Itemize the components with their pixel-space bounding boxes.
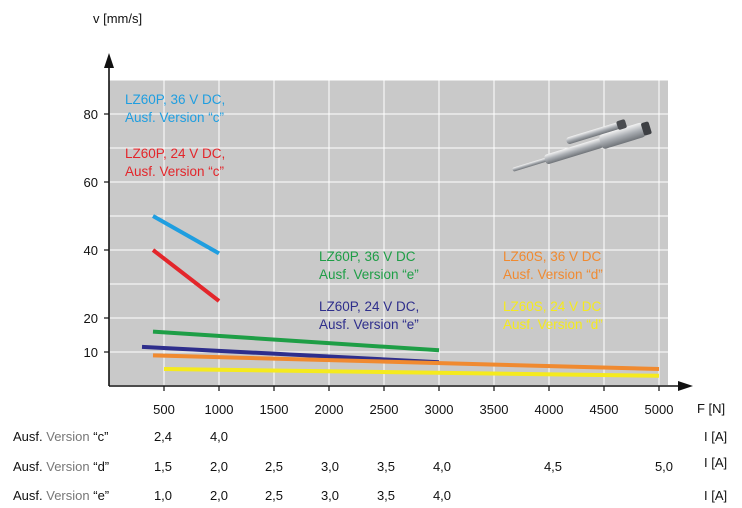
linear-actuator-image	[512, 119, 652, 172]
current-table: Ausf. Version “c” 2,4 4,0 I [A]Ausf. Versio…	[13, 429, 727, 503]
x-axis-arrow	[678, 381, 693, 391]
series-label: Ausf. Version “d”	[503, 317, 603, 332]
series-labels: LZ60P, 36 V DC, Ausf. Version “c” LZ60P, 2…	[125, 92, 603, 332]
current-row-label: Ausf. Version “c”	[13, 429, 108, 444]
x-axis-label: F [N]	[697, 401, 725, 416]
x-tick-label: 4500	[590, 402, 619, 417]
current-value: 3,0	[321, 488, 339, 503]
plot-area	[109, 80, 668, 385]
current-value: 4,0	[210, 429, 228, 444]
series-label: LZ60S, 24 V DC	[503, 299, 602, 314]
current-value: 5,0	[655, 459, 673, 474]
y-axis-label: v [mm/s]	[93, 11, 142, 26]
series-label: LZ60S, 36 V DC	[503, 249, 602, 264]
x-tick-label: 3000	[425, 402, 454, 417]
current-value: 3,5	[377, 488, 395, 503]
y-tick-labels: 10 20 40 60 80	[84, 107, 109, 360]
x-tick-label: 4000	[535, 402, 564, 417]
y-tick-label: 80	[84, 107, 98, 122]
current-unit: I [A]	[704, 455, 727, 470]
current-value: 2,5	[265, 459, 283, 474]
series-label: LZ60P, 24 V DC,	[125, 146, 225, 161]
current-value: 2,0	[210, 488, 228, 503]
x-tick-label: 1000	[205, 402, 234, 417]
current-value: 4,0	[433, 459, 451, 474]
series-label: LZ60P, 36 V DC	[319, 249, 416, 264]
series-lines	[141, 214, 660, 378]
current-value: 4,5	[544, 459, 562, 474]
current-value: 2,4	[154, 429, 172, 444]
current-unit: I [A]	[704, 488, 727, 503]
series-label: Ausf. Version “d”	[503, 267, 603, 282]
series-line	[163, 367, 660, 378]
x-tick-label: 2000	[315, 402, 344, 417]
x-tick-labels: 500 1000 1500 2000 2500 3000 3500 4000 4500 5000	[153, 386, 673, 417]
series-label: LZ60P, 36 V DC,	[125, 92, 225, 107]
current-row-label: Ausf. Version “e”	[13, 488, 109, 503]
y-axis-arrow	[104, 53, 114, 68]
series-line	[141, 344, 440, 365]
current-table-row: Ausf. Version “c” 2,4 4,0 I [A]	[13, 429, 727, 444]
x-tick-label: 2500	[370, 402, 399, 417]
y-tick-label: 60	[84, 175, 98, 190]
series-line	[151, 248, 221, 303]
series-label: Ausf. Version “e”	[319, 317, 419, 332]
current-value: 1,5	[154, 459, 172, 474]
series-label: Ausf. Version “c”	[125, 164, 224, 179]
y-tick-label: 20	[84, 311, 98, 326]
x-tick-label: 1500	[260, 402, 289, 417]
current-unit: I [A]	[704, 429, 727, 444]
y-tick-label: 40	[84, 243, 98, 258]
x-tick-label: 3500	[480, 402, 509, 417]
series-line	[152, 214, 220, 256]
current-value: 1,0	[154, 488, 172, 503]
series-line	[152, 353, 660, 371]
series-label: Ausf. Version “c”	[125, 110, 224, 125]
series-label: LZ60P, 24 V DC,	[319, 299, 419, 314]
current-value: 2,5	[265, 488, 283, 503]
current-value: 3,5	[377, 459, 395, 474]
x-tick-label: 500	[153, 402, 175, 417]
current-table-row: Ausf. Version “d” 1,5 2,0 2,5 3,0 3,5 4,0 4,5 5,…	[13, 455, 727, 474]
series-line	[152, 329, 440, 353]
series-label: Ausf. Version “e”	[319, 267, 419, 282]
current-table-row: Ausf. Version “e” 1,0 2,0 2,5 3,0 3,5 4,0 I [A]	[13, 488, 727, 503]
current-value: 4,0	[433, 488, 451, 503]
current-row-label: Ausf. Version “d”	[13, 459, 109, 474]
current-value: 3,0	[321, 459, 339, 474]
current-value: 2,0	[210, 459, 228, 474]
x-tick-label: 5000	[645, 402, 674, 417]
y-tick-label: 10	[84, 345, 98, 360]
